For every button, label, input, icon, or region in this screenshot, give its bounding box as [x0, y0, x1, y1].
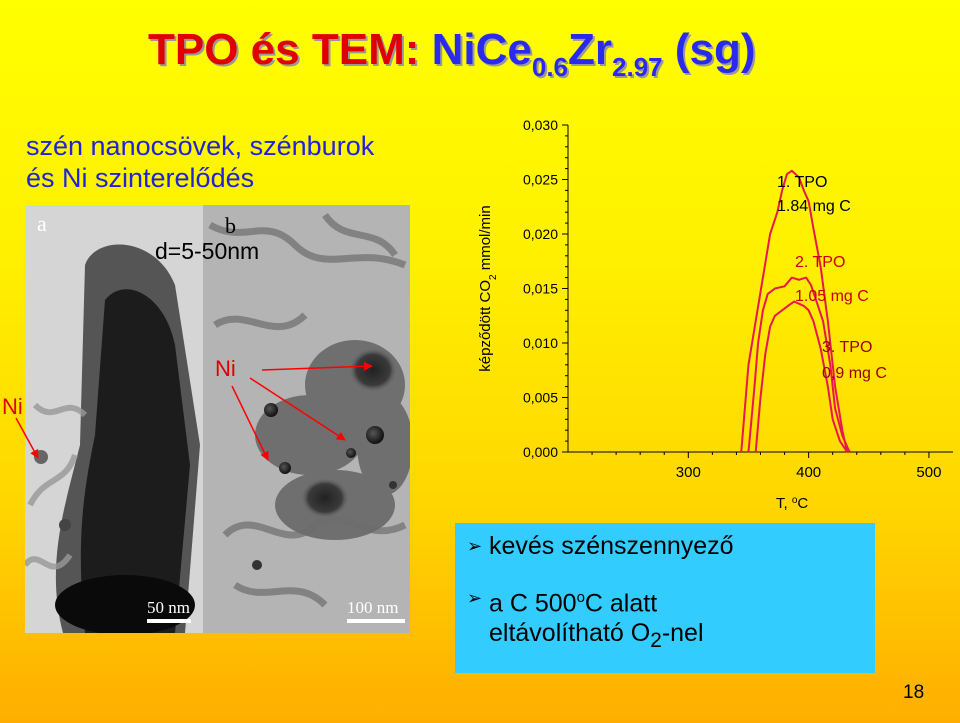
- scale-label-b: 100 nm: [347, 598, 398, 617]
- title-formula: NiCe0.6Zr2.97 (sg): [431, 25, 756, 81]
- subtitle-line2: és Ni szinterelődés: [26, 163, 255, 193]
- page-number: 18: [903, 682, 925, 703]
- bullet-text-1: kevés szénszennyező: [489, 532, 734, 560]
- series-label-1-line2: 1.84 mg C: [777, 198, 851, 215]
- bullet-text-2-pre: a C 500: [489, 589, 577, 618]
- y-tick-label: 0,010: [523, 335, 558, 351]
- bullet-text-2-post: C alatt: [584, 589, 658, 618]
- title-part1: TPO és TEM:: [148, 25, 420, 74]
- bullet-text-2-sup: o: [576, 589, 585, 606]
- y-tick-label: 0,005: [523, 390, 558, 406]
- scale-bar-a: [147, 619, 191, 623]
- series-line-2: [747, 276, 851, 453]
- title-zr: Zr: [568, 25, 613, 74]
- y-tick-label: 0,000: [523, 444, 558, 460]
- ni-arrow-outer: [15, 417, 39, 459]
- series-line-1: [740, 169, 849, 453]
- series-label-3-line2: 0,9 mg C: [822, 365, 887, 382]
- tem-image-b: b 100 nm: [203, 205, 410, 633]
- x-axis-label: T, oC: [776, 495, 808, 513]
- tem-micrographs: a 50 nm: [25, 205, 410, 633]
- y-tick-label: 0,025: [523, 172, 558, 188]
- series-label-2-line2: 1.05 mg C: [795, 288, 869, 305]
- x-tick-label: 500: [916, 464, 941, 481]
- bullet-box: ➢ kevés szénszennyező ➢ a C 500oC alatt e…: [455, 523, 875, 673]
- bullet-arrow-icon: ➢: [467, 588, 483, 608]
- title-ni-ce: NiCe: [431, 25, 532, 74]
- tpo-chart: 0,000 0,005 0,010 0,015 0,020 0,025 0,030 300 40…: [477, 117, 953, 513]
- title-sub-ce: 0.6: [531, 52, 569, 82]
- particle-size-label: d=5-50nm: [155, 238, 259, 264]
- series-label-1-line1: 1. TPO: [777, 174, 827, 191]
- tem-label-a: a: [37, 211, 47, 236]
- title-sg: (sg): [674, 25, 756, 74]
- bullet-text-2: a C 500oC alatt eltávolítható O2-nel: [489, 583, 704, 656]
- bullet-text-2-line2-sub: 2: [650, 629, 662, 653]
- x-tick-label: 300: [676, 464, 701, 481]
- scale-label-a: 50 nm: [147, 598, 190, 617]
- ni-label-outer: Ni: [2, 394, 23, 419]
- bullet-text-2-line2-pre: eltávolítható O: [489, 619, 651, 648]
- tem-label-b: b: [225, 213, 236, 238]
- x-tick-label: 400: [796, 464, 821, 481]
- y-axis-label: képződött CO2 mmol/min: [477, 205, 499, 371]
- series-line-3: [754, 300, 848, 453]
- slide-title: TPO és TEM: NiCe0.6Zr2.97 (sg): [148, 25, 756, 81]
- bullet-item-2: ➢ a C 500oC alatt eltávolítható O2-nel: [467, 583, 875, 656]
- series-label-2-line1: 2. TPO: [795, 254, 845, 271]
- ni-arrow-2: [249, 377, 346, 441]
- subtitle: szén nanocsövek, szénburok és Ni szinter…: [26, 130, 486, 194]
- scale-bar-b: [347, 619, 405, 623]
- series-label-3-line1: 3. TPO: [822, 339, 872, 356]
- bullet-arrow-icon: ➢: [467, 536, 483, 556]
- y-tick-label: 0,030: [523, 117, 558, 133]
- ni-label-inner: Ni: [215, 356, 236, 381]
- ni-arrow-3: [261, 361, 373, 371]
- bullet-text-2-line2-post: -nel: [661, 619, 704, 648]
- title-sub-zr: 2.97: [612, 52, 663, 82]
- tem-image-a: a 50 nm: [25, 205, 203, 633]
- ni-arrow-1: [231, 385, 269, 461]
- y-tick-label: 0,015: [523, 281, 558, 297]
- bullet-item-1: ➢ kevés szénszennyező: [467, 531, 875, 561]
- ni-arrows: [15, 361, 373, 461]
- y-tick-label: 0,020: [523, 226, 558, 242]
- subtitle-line1: szén nanocsövek, szénburok: [26, 131, 375, 161]
